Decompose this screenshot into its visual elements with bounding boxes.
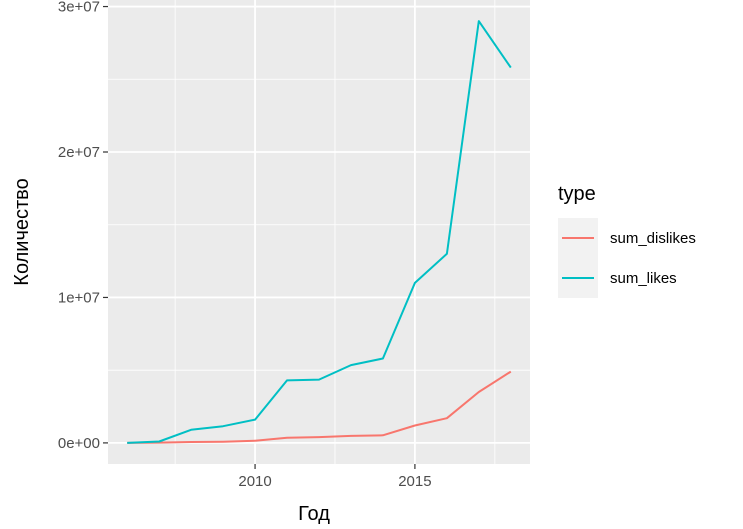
legend-title: type	[558, 183, 596, 205]
y-tick-label: 0e+00	[58, 435, 100, 452]
legend-label: sum_likes	[610, 270, 677, 287]
x-tick-label: 2010	[238, 473, 271, 490]
x-axis-title: Год	[298, 503, 330, 525]
legend: type sum_dislikes sum_likes	[558, 183, 696, 298]
y-tick-label: 2e+07	[58, 144, 100, 161]
panel-background	[108, 0, 530, 464]
chart-axes: 2010 2015 0e+00 1e+07 2e+07 3e+07	[58, 0, 432, 490]
legend-label: sum_dislikes	[610, 230, 696, 247]
y-tick-label: 1e+07	[58, 289, 100, 306]
series-line-sum-dislikes	[127, 370, 512, 444]
legend-items: sum_dislikes sum_likes	[558, 218, 696, 298]
x-tick-label: 2015	[398, 473, 431, 490]
y-tick-label: 3e+07	[58, 0, 100, 16]
series-line-sum-likes	[127, 20, 512, 444]
plot-panel	[108, 0, 530, 464]
chart-marks	[127, 20, 512, 444]
y-axis-title: Количество	[11, 178, 33, 285]
